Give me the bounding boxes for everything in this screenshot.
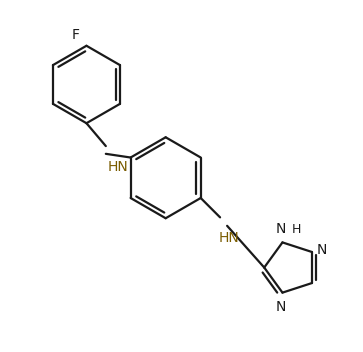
Text: N: N: [276, 222, 286, 236]
Text: HN: HN: [107, 160, 129, 174]
Text: N: N: [276, 300, 286, 314]
Text: N: N: [316, 243, 327, 257]
Text: F: F: [72, 27, 80, 42]
Text: H: H: [291, 223, 301, 236]
Text: HN: HN: [218, 232, 239, 245]
